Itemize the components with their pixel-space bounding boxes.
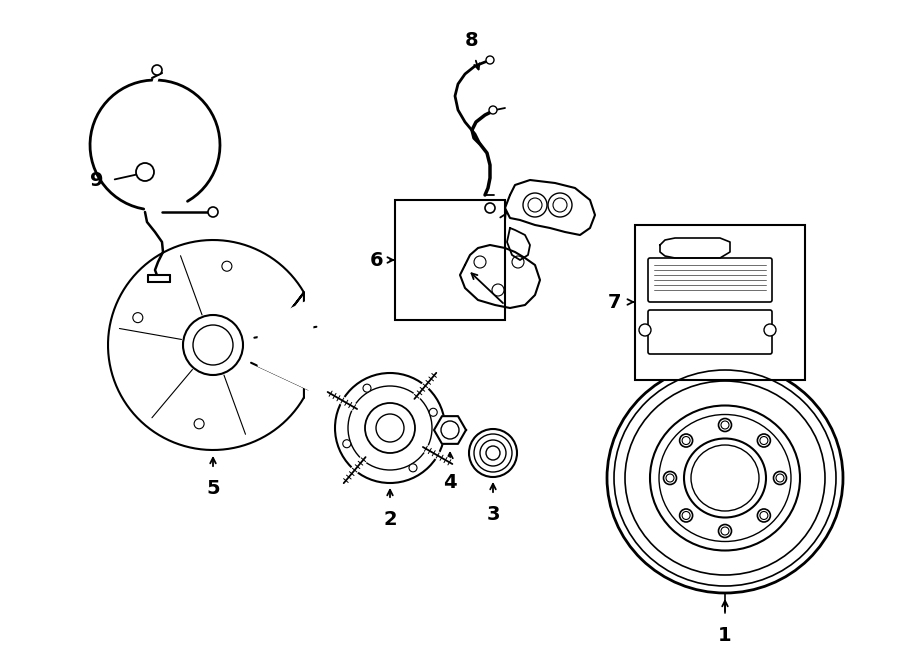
Circle shape	[194, 419, 204, 429]
Polygon shape	[108, 240, 304, 450]
Ellipse shape	[718, 524, 732, 537]
Circle shape	[365, 403, 415, 453]
Bar	[395, 200, 505, 320]
Polygon shape	[507, 228, 530, 260]
Text: 4: 4	[443, 473, 457, 492]
Ellipse shape	[663, 471, 677, 485]
Text: 3: 3	[486, 505, 500, 524]
Circle shape	[343, 440, 351, 447]
Ellipse shape	[607, 363, 843, 593]
Circle shape	[486, 56, 494, 64]
Polygon shape	[460, 245, 540, 308]
Polygon shape	[505, 180, 595, 235]
Ellipse shape	[680, 434, 693, 447]
Text: 8: 8	[465, 31, 479, 50]
Text: 1: 1	[718, 626, 732, 645]
Circle shape	[335, 373, 445, 483]
Ellipse shape	[680, 509, 693, 522]
Circle shape	[183, 315, 243, 375]
Circle shape	[639, 324, 651, 336]
Circle shape	[348, 386, 432, 470]
Ellipse shape	[758, 434, 770, 447]
Ellipse shape	[718, 418, 732, 432]
Ellipse shape	[684, 438, 766, 518]
Text: 2: 2	[383, 510, 397, 529]
Polygon shape	[660, 238, 730, 258]
Text: 7: 7	[608, 293, 621, 311]
Text: 6: 6	[369, 251, 383, 270]
FancyBboxPatch shape	[648, 310, 772, 354]
Circle shape	[469, 429, 517, 477]
Ellipse shape	[758, 509, 770, 522]
Circle shape	[208, 207, 218, 217]
Circle shape	[485, 203, 495, 213]
Circle shape	[152, 65, 162, 75]
Text: 9: 9	[90, 171, 104, 190]
Circle shape	[136, 163, 154, 181]
Circle shape	[133, 313, 143, 323]
Ellipse shape	[650, 405, 800, 551]
Bar	[635, 225, 805, 380]
Text: 5: 5	[206, 479, 220, 498]
Circle shape	[429, 408, 437, 416]
Circle shape	[409, 464, 417, 472]
Circle shape	[489, 106, 497, 114]
FancyBboxPatch shape	[648, 258, 772, 302]
Circle shape	[222, 261, 232, 271]
Polygon shape	[434, 416, 466, 444]
Circle shape	[363, 384, 371, 392]
Polygon shape	[258, 299, 312, 391]
Ellipse shape	[773, 471, 787, 485]
Circle shape	[764, 324, 776, 336]
